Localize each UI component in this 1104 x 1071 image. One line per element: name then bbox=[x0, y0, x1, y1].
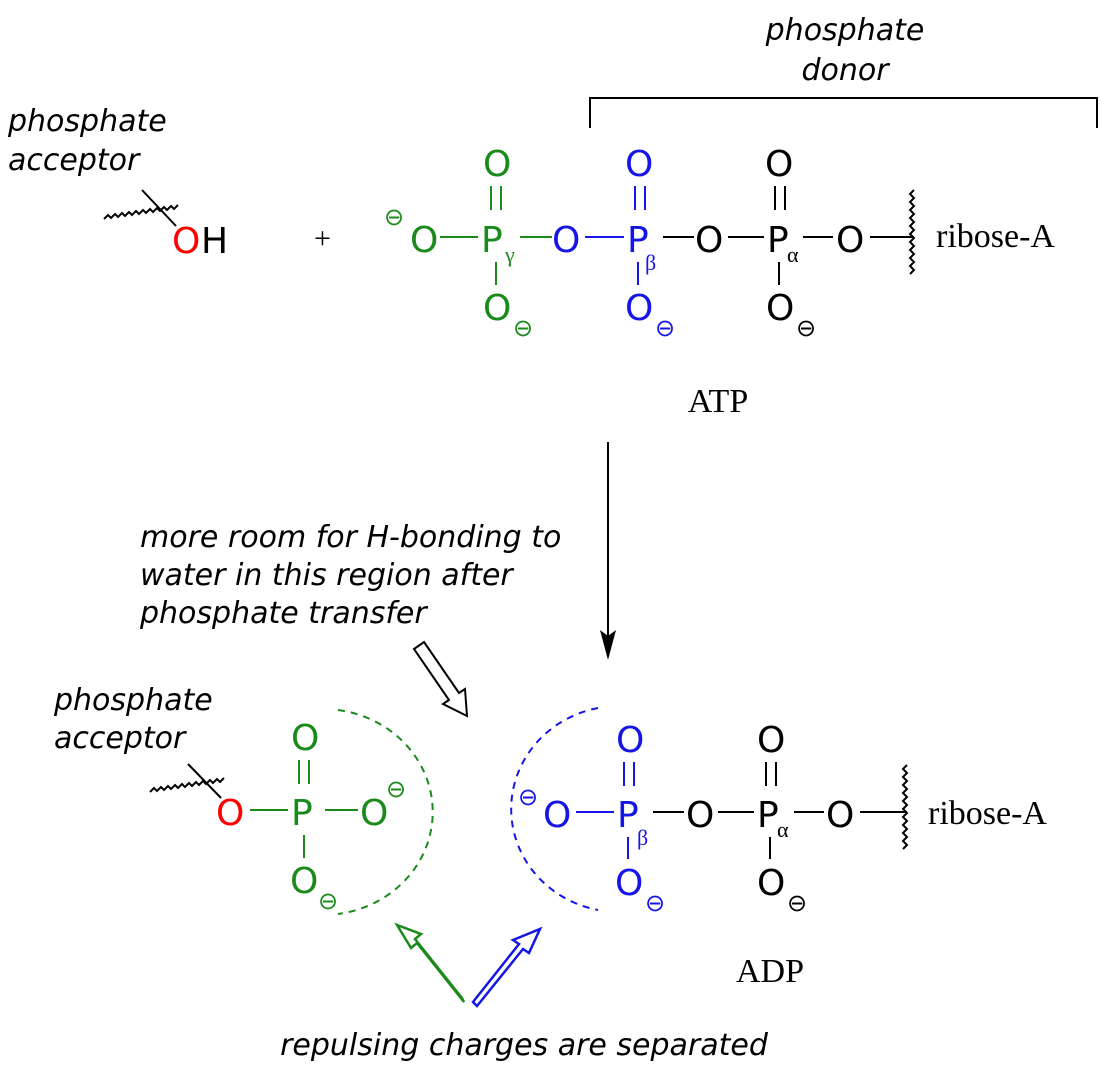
adp-alpha-o-bottom-charge: ⊖ bbox=[787, 889, 807, 917]
product-acceptor-label-line2: acceptor bbox=[54, 721, 187, 756]
acceptor-label-line1: phosphate bbox=[7, 104, 167, 139]
adp-alpha-phosphate: O P α O O ⊖ O bbox=[653, 720, 907, 917]
product-acceptor-bond bbox=[187, 763, 222, 799]
donor-label-line2: donor bbox=[801, 53, 890, 88]
adp-ribose-wavy bbox=[901, 764, 909, 850]
product-gamma-o-bottom-charge: ⊖ bbox=[318, 887, 338, 915]
alpha-o-bottom: O bbox=[766, 288, 794, 329]
product-gamma-o-top: O bbox=[291, 718, 319, 759]
beta-symbol: β bbox=[645, 250, 656, 275]
gamma-o-top: O bbox=[483, 144, 511, 185]
adp-alpha-o-bottom: O bbox=[757, 863, 785, 904]
adp-alpha-o-top: O bbox=[757, 720, 785, 761]
adp-alpha-p: P bbox=[757, 795, 779, 836]
adp-ribose-linking-o: O bbox=[826, 795, 854, 836]
acceptor-hydrogen: H bbox=[201, 221, 228, 262]
note-line3: phosphate transfer bbox=[139, 596, 428, 631]
beta-p: P bbox=[627, 220, 649, 261]
gamma-p: P bbox=[481, 220, 503, 261]
green-hollow-arrow bbox=[394, 922, 466, 1003]
atp-alpha-phosphate: O P α O O ⊖ O bbox=[663, 144, 914, 342]
product-gamma-o-right-charge: ⊖ bbox=[386, 775, 406, 803]
alpha-o-bottom-charge: ⊖ bbox=[796, 314, 816, 342]
acceptor-wavy-bond bbox=[103, 204, 179, 220]
product-gamma-p: P bbox=[291, 793, 313, 834]
adp-beta-o-left: O bbox=[543, 795, 571, 836]
adp-alpha-symbol: α bbox=[777, 817, 789, 842]
adp-beta-o-bottom: O bbox=[615, 863, 643, 904]
blue-charge-region bbox=[510, 707, 599, 911]
gamma-o-left: O bbox=[410, 220, 438, 261]
transferred-phosphate: O P O O ⊖ O ⊖ bbox=[216, 718, 406, 915]
gamma-o-bottom: O bbox=[483, 288, 511, 329]
note-line2: water in this region after bbox=[140, 558, 514, 593]
ribose-linking-o: O bbox=[836, 220, 864, 261]
gamma-symbol: γ bbox=[504, 242, 515, 267]
adp-beta-phosphate: ⊖ O P β O O ⊖ bbox=[518, 720, 665, 917]
acceptor-oxygen: O bbox=[172, 221, 200, 262]
bottom-caption: repulsing charges are separated bbox=[280, 1028, 769, 1063]
atp-gamma-phosphate: ⊖ O P γ O O ⊖ bbox=[384, 144, 552, 342]
adp-ribose-label: ribose-A bbox=[928, 795, 1047, 832]
product-acceptor-label-line1: phosphate bbox=[53, 683, 213, 718]
beta-o-bottom: O bbox=[625, 288, 653, 329]
product-gamma-o-bottom: O bbox=[290, 861, 318, 902]
hbond-hollow-arrow bbox=[412, 640, 469, 718]
gamma-o-bottom-charge: ⊖ bbox=[513, 314, 533, 342]
acceptor-bond bbox=[141, 189, 177, 227]
plus-sign: + bbox=[314, 222, 331, 255]
gamma-o-charge: ⊖ bbox=[384, 203, 404, 231]
beta-bridge-o: O bbox=[552, 220, 580, 261]
adp-beta-symbol: β bbox=[637, 825, 648, 850]
adp-beta-p: P bbox=[617, 795, 639, 836]
reaction-arrow-head bbox=[600, 630, 616, 660]
donor-bracket bbox=[589, 97, 1098, 128]
beta-o-top: O bbox=[625, 144, 653, 185]
atp-ribose-wavy bbox=[908, 189, 916, 275]
acceptor-label-line2: acceptor bbox=[8, 143, 141, 178]
adp-beta-o-bottom-charge: ⊖ bbox=[645, 889, 665, 917]
donor-label-line1: phosphate bbox=[765, 13, 925, 48]
alpha-bridge-o: O bbox=[695, 220, 723, 261]
ester-oxygen: O bbox=[216, 793, 244, 834]
atp-beta-phosphate: O P β O O ⊖ bbox=[552, 144, 675, 342]
note-line1: more room for H-bonding to bbox=[140, 520, 561, 555]
blue-hollow-arrow bbox=[471, 926, 543, 1008]
adp-label: ADP bbox=[736, 953, 804, 990]
product-acceptor-wavy bbox=[149, 777, 225, 793]
alpha-p: P bbox=[767, 220, 789, 261]
adp-bridge-o: O bbox=[686, 795, 714, 836]
adp-beta-o-charge: ⊖ bbox=[518, 783, 538, 811]
adp-beta-o-top: O bbox=[616, 720, 644, 761]
alpha-o-top: O bbox=[765, 144, 793, 185]
atp-ribose-label: ribose-A bbox=[936, 218, 1055, 255]
product-gamma-o-right: O bbox=[360, 793, 388, 834]
alpha-symbol: α bbox=[787, 242, 799, 267]
atp-label: ATP bbox=[688, 383, 748, 420]
beta-o-bottom-charge: ⊖ bbox=[655, 314, 675, 342]
